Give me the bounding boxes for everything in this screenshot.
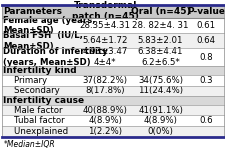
Text: 0.6: 0.6 [198, 116, 212, 125]
Text: 6.38±4.41
6.2±6.5*: 6.38±4.41 6.2±6.5* [137, 48, 182, 67]
Bar [2, 48, 223, 66]
Text: 37(82.2%): 37(82.2%) [82, 76, 127, 85]
Text: Basal FSH  (IU/L,
Mean±SD): Basal FSH (IU/L, Mean±SD) [3, 31, 83, 51]
Text: 34(75.6%): 34(75.6%) [137, 76, 182, 85]
Text: Female age (years,
Mean±SD): Female age (years, Mean±SD) [3, 16, 96, 35]
Text: Primary: Primary [3, 76, 47, 85]
Text: 0.3: 0.3 [198, 76, 212, 85]
Text: 28. 82±4. 31: 28. 82±4. 31 [132, 21, 188, 30]
Bar [2, 4, 223, 18]
Bar [2, 33, 223, 48]
Text: 11(24.4%): 11(24.4%) [137, 86, 182, 95]
Text: 5.64±1.72: 5.64±1.72 [82, 36, 127, 45]
Text: Duration of infertility
(years, Mean±SD): Duration of infertility (years, Mean±SD) [3, 48, 108, 67]
Text: Infertility cause: Infertility cause [3, 96, 84, 105]
Bar [2, 126, 223, 136]
Text: 0.61: 0.61 [196, 21, 215, 30]
Text: 8(17.8%): 8(17.8%) [85, 86, 124, 95]
Text: Parameters: Parameters [3, 7, 62, 16]
Text: Unexplained: Unexplained [3, 127, 68, 136]
Text: Oral (n=45): Oral (n=45) [130, 7, 190, 16]
Text: 4(8.9%): 4(8.9%) [88, 116, 122, 125]
Text: 40(88.9%): 40(88.9%) [82, 106, 127, 115]
Text: 0.8: 0.8 [198, 53, 212, 62]
Text: 1(2.2%): 1(2.2%) [88, 127, 122, 136]
Bar [2, 86, 223, 96]
Text: 41(91.1%): 41(91.1%) [137, 106, 182, 115]
Bar [2, 66, 223, 75]
Text: P-value: P-value [186, 7, 224, 16]
Text: 5.83±2.01: 5.83±2.01 [137, 36, 182, 45]
Text: Infertility kind: Infertility kind [3, 66, 77, 75]
Text: 0.64: 0.64 [196, 36, 215, 45]
Text: 0(0%): 0(0%) [147, 127, 173, 136]
Text: Male factor: Male factor [3, 106, 63, 115]
Text: 4.93±3.47
4±4*: 4.93±3.47 4±4* [82, 48, 127, 67]
Bar [2, 18, 223, 33]
Bar [2, 96, 223, 105]
Text: 4(8.9%): 4(8.9%) [143, 116, 177, 125]
Text: Transdermal
patch (n=45): Transdermal patch (n=45) [72, 1, 138, 21]
Text: 28.35±4.31: 28.35±4.31 [79, 21, 130, 30]
Bar [2, 75, 223, 86]
Bar [2, 105, 223, 116]
Text: *Median±IQR: *Median±IQR [3, 140, 55, 149]
Bar [2, 116, 223, 126]
Text: Tubal factor: Tubal factor [3, 116, 65, 125]
Text: Secondary: Secondary [3, 86, 60, 95]
